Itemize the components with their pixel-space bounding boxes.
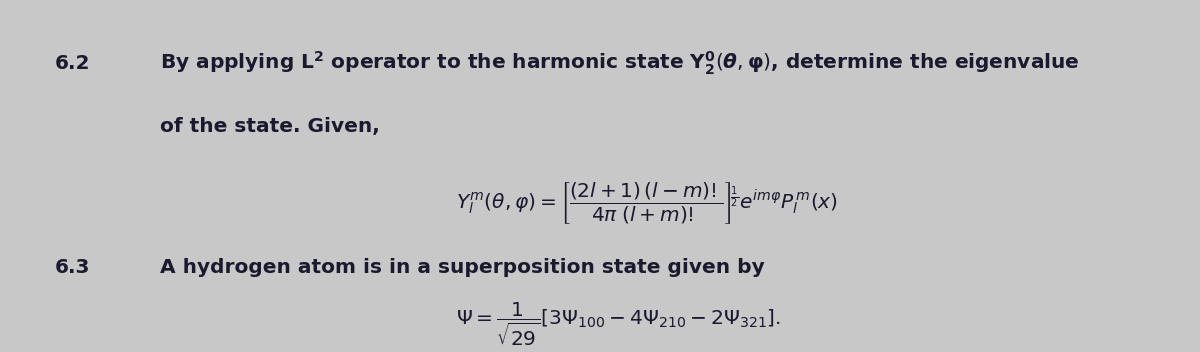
Text: $\Psi = \dfrac{1}{\sqrt{29}}\left[3\Psi_{100} - 4\Psi_{210} - 2\Psi_{321}\right]: $\Psi = \dfrac{1}{\sqrt{29}}\left[3\Psi_… — [456, 300, 781, 348]
Text: A hydrogen atom is in a superposition state given by: A hydrogen atom is in a superposition st… — [160, 258, 764, 277]
Text: 6.3: 6.3 — [55, 258, 91, 277]
Text: 6.2: 6.2 — [55, 54, 91, 73]
Text: of the state. Given,: of the state. Given, — [160, 117, 379, 136]
Text: $Y_l^m(\theta,\varphi) = \left[\dfrac{(2l+1)\,(l-m)!}{4\pi\;(l+m)!}\right]^{\!\f: $Y_l^m(\theta,\varphi) = \left[\dfrac{(2… — [456, 181, 838, 227]
Text: By applying $\mathbf{L}^{\mathbf{2}}$ operator to the harmonic state $\mathbf{Y}: By applying $\mathbf{L}^{\mathbf{2}}$ op… — [160, 50, 1079, 77]
